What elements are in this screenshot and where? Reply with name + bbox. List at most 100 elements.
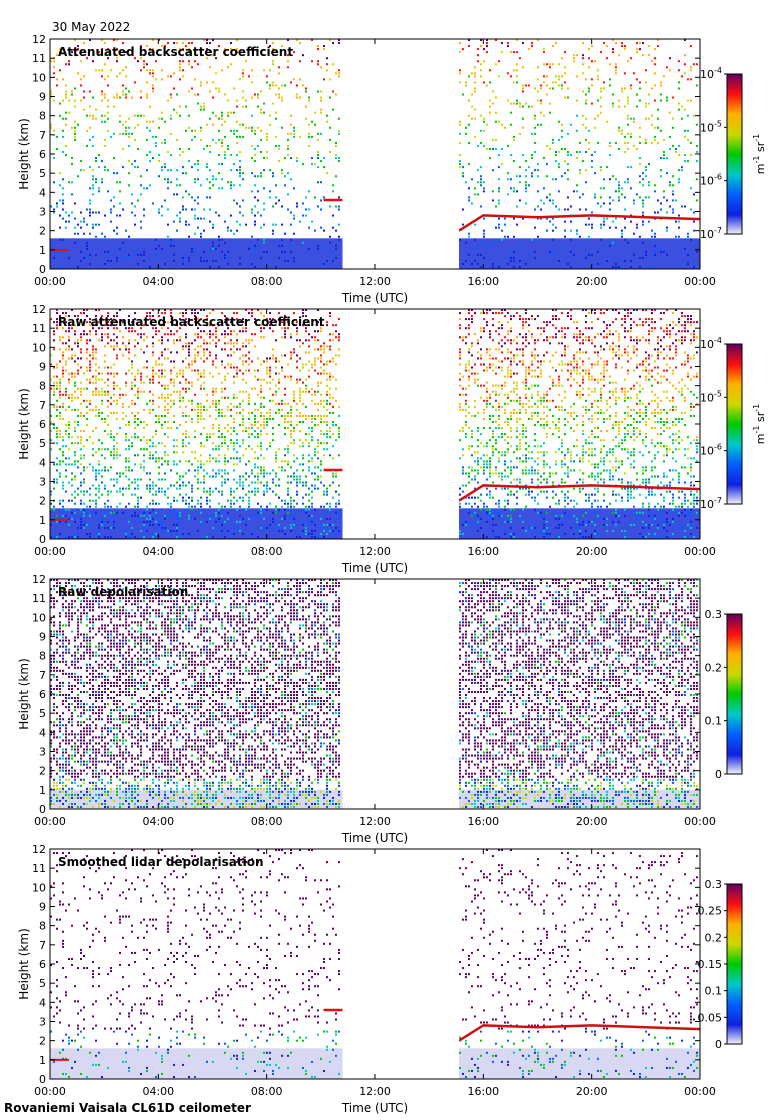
data-pixel bbox=[245, 381, 247, 384]
data-pixel bbox=[332, 457, 334, 460]
data-pixel bbox=[509, 520, 512, 523]
data-pixel bbox=[260, 175, 262, 178]
data-pixel bbox=[242, 421, 244, 423]
data-pixel bbox=[50, 490, 52, 493]
data-pixel bbox=[317, 357, 319, 360]
data-pixel bbox=[257, 481, 259, 484]
data-pixel bbox=[146, 169, 148, 172]
data-pixel bbox=[200, 511, 202, 514]
data-pixel bbox=[125, 372, 127, 375]
data-pixel bbox=[200, 433, 202, 436]
data-pixel bbox=[149, 472, 151, 475]
data-pixel bbox=[506, 493, 509, 496]
data-pixel bbox=[470, 178, 473, 181]
data-pixel bbox=[506, 193, 509, 196]
colorbar-tick-base: 10 bbox=[700, 175, 714, 188]
data-pixel bbox=[149, 502, 151, 505]
data-pixel bbox=[488, 469, 491, 472]
data-pixel bbox=[170, 399, 172, 402]
data-pixel bbox=[215, 87, 217, 90]
data-pixel bbox=[611, 93, 614, 96]
data-pixel bbox=[65, 93, 67, 96]
data-pixel bbox=[326, 372, 328, 375]
data-pixel bbox=[536, 78, 539, 81]
data-pixel bbox=[668, 69, 671, 72]
data-pixel bbox=[86, 369, 88, 372]
data-pixel bbox=[335, 154, 337, 157]
data-pixel bbox=[83, 511, 85, 514]
data-pixel bbox=[659, 250, 662, 253]
data-pixel bbox=[659, 99, 662, 102]
data-pixel bbox=[179, 154, 181, 157]
data-pixel bbox=[335, 256, 337, 259]
data-pixel bbox=[269, 357, 271, 360]
data-pixel bbox=[185, 484, 187, 487]
data-pixel bbox=[230, 408, 232, 411]
data-pixel bbox=[206, 318, 208, 321]
data-pixel bbox=[482, 330, 485, 333]
data-pixel bbox=[89, 330, 91, 333]
data-pixel bbox=[620, 129, 623, 132]
data-pixel bbox=[626, 102, 629, 105]
data-pixel bbox=[512, 478, 515, 481]
data-pixel bbox=[248, 499, 250, 502]
data-pixel bbox=[518, 181, 521, 184]
data-pixel bbox=[176, 330, 178, 333]
data-pixel bbox=[488, 393, 491, 396]
data-pixel bbox=[173, 333, 175, 336]
data-pixel bbox=[329, 312, 331, 315]
data-pixel bbox=[116, 312, 118, 315]
data-pixel bbox=[257, 433, 259, 436]
data-pixel bbox=[482, 411, 485, 414]
data-pixel bbox=[509, 363, 512, 366]
data-pixel bbox=[470, 117, 473, 120]
data-pixel bbox=[536, 66, 539, 69]
data-pixel bbox=[605, 45, 608, 48]
data-pixel bbox=[74, 138, 76, 141]
data-pixel bbox=[95, 330, 97, 333]
data-pixel bbox=[578, 169, 581, 172]
data-pixel bbox=[509, 460, 512, 463]
data-pixel bbox=[311, 120, 313, 123]
data-pixel bbox=[122, 393, 124, 396]
data-pixel bbox=[236, 229, 238, 232]
data-pixel bbox=[281, 96, 283, 99]
data-pixel bbox=[464, 520, 467, 523]
data-pixel bbox=[305, 405, 307, 408]
data-pixel bbox=[614, 262, 617, 265]
data-pixel bbox=[59, 390, 61, 393]
data-pixel bbox=[236, 318, 238, 321]
data-pixel bbox=[488, 402, 491, 405]
data-pixel bbox=[506, 451, 509, 454]
data-pixel bbox=[221, 360, 223, 363]
data-pixel bbox=[521, 154, 524, 157]
data-pixel bbox=[338, 339, 340, 342]
data-pixel bbox=[116, 451, 118, 454]
data-pixel bbox=[173, 460, 175, 463]
data-pixel bbox=[74, 342, 76, 345]
data-pixel bbox=[314, 517, 316, 520]
data-pixel bbox=[695, 123, 698, 126]
data-pixel bbox=[56, 363, 58, 366]
data-pixel bbox=[68, 424, 70, 427]
data-pixel bbox=[506, 448, 509, 451]
colorbar-tick-label: 10-5 bbox=[700, 119, 722, 134]
data-pixel bbox=[89, 463, 91, 466]
data-pixel bbox=[143, 253, 145, 256]
data-pixel bbox=[224, 463, 226, 466]
data-pixel bbox=[488, 496, 491, 499]
data-pixel bbox=[530, 172, 533, 175]
y-tick-label: 7 bbox=[39, 129, 46, 142]
data-pixel bbox=[653, 253, 656, 256]
data-pixel bbox=[302, 381, 304, 384]
data-pixel bbox=[113, 132, 115, 135]
data-pixel bbox=[605, 120, 608, 123]
data-pixel bbox=[557, 78, 560, 81]
data-pixel bbox=[50, 126, 52, 129]
data-pixel bbox=[137, 114, 139, 117]
data-pixel bbox=[467, 496, 470, 499]
data-pixel bbox=[230, 184, 232, 187]
data-pixel bbox=[329, 402, 331, 405]
data-pixel bbox=[509, 411, 512, 414]
data-pixel bbox=[464, 436, 467, 439]
